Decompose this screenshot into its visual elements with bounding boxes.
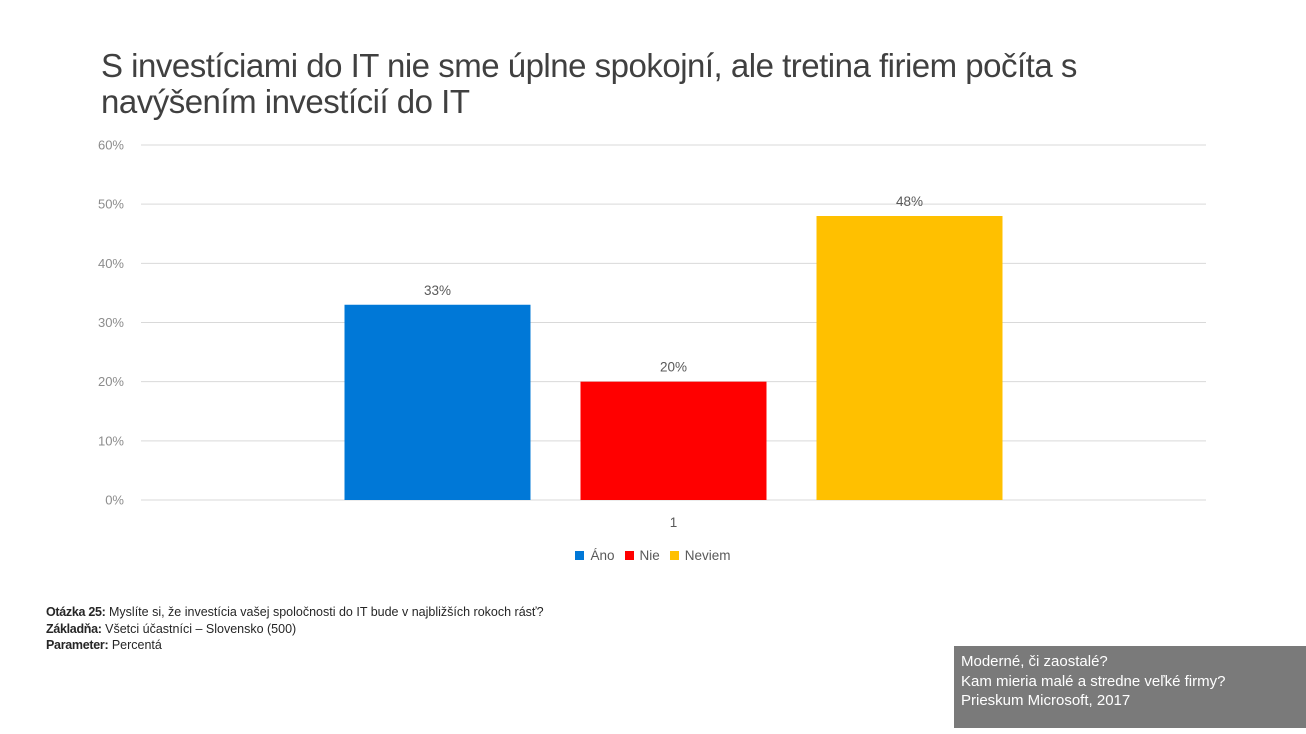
data-label: 33%	[424, 283, 451, 298]
bar-chart: 0% 10% 20% 30% 40% 50% 60% 33% 20% 48% 1	[98, 138, 1206, 530]
source-line-3: Prieskum Microsoft, 2017	[961, 692, 1131, 709]
y-tick-label: 40%	[98, 256, 124, 271]
legend-label: Neviem	[684, 548, 731, 563]
y-tick-label: 10%	[98, 433, 124, 448]
y-tick-label: 20%	[98, 374, 124, 389]
legend-item: Áno	[575, 548, 615, 563]
legend-swatch	[669, 551, 679, 560]
y-tick-label: 50%	[98, 197, 124, 212]
bar-áno	[344, 304, 531, 500]
source-line-1: Moderné, či zaostalé?	[961, 653, 1108, 670]
chart-title: S investíciami do IT nie sme úplne spoko…	[101, 47, 1077, 120]
question-line: Otázka 25: Myslíte si, že investícia vaš…	[46, 604, 544, 621]
question-text: Myslíte si, že investícia vašej spoločno…	[109, 605, 544, 619]
parameter-label: Parameter:	[46, 638, 109, 652]
legend-label: Nie	[639, 548, 660, 563]
source-box: Moderné, či zaostalé? Kam mieria malé a …	[954, 646, 1306, 728]
data-label: 20%	[660, 360, 687, 375]
survey-notes: Otázka 25: Myslíte si, že investícia vaš…	[46, 604, 544, 654]
y-tick-label: 0%	[105, 493, 124, 508]
chart-legend: Áno Nie Neviem	[0, 548, 1306, 563]
question-label: Otázka 25:	[46, 605, 106, 619]
parameter-line: Parameter: Percentá	[46, 637, 544, 654]
base-line: Základňa: Všetci účastníci – Slovensko (…	[46, 621, 544, 638]
base-label: Základňa:	[46, 621, 102, 636]
bar-neviem	[816, 216, 1003, 500]
y-tick-label: 60%	[98, 138, 124, 153]
legend-item: Neviem	[669, 548, 731, 563]
base-text: Všetci účastníci – Slovensko (500)	[105, 621, 297, 636]
legend-swatch	[575, 551, 585, 560]
source-line-2: Kam mieria malé a stredne veľké firmy?	[961, 672, 1226, 690]
legend-label: Áno	[590, 548, 615, 563]
bar-nie	[580, 381, 767, 500]
data-label: 48%	[896, 194, 923, 209]
x-tick-label: 1	[670, 515, 678, 530]
parameter-text: Percentá	[111, 638, 162, 652]
legend-item: Nie	[624, 548, 660, 563]
legend-swatch	[624, 551, 634, 560]
y-tick-label: 30%	[98, 315, 124, 330]
